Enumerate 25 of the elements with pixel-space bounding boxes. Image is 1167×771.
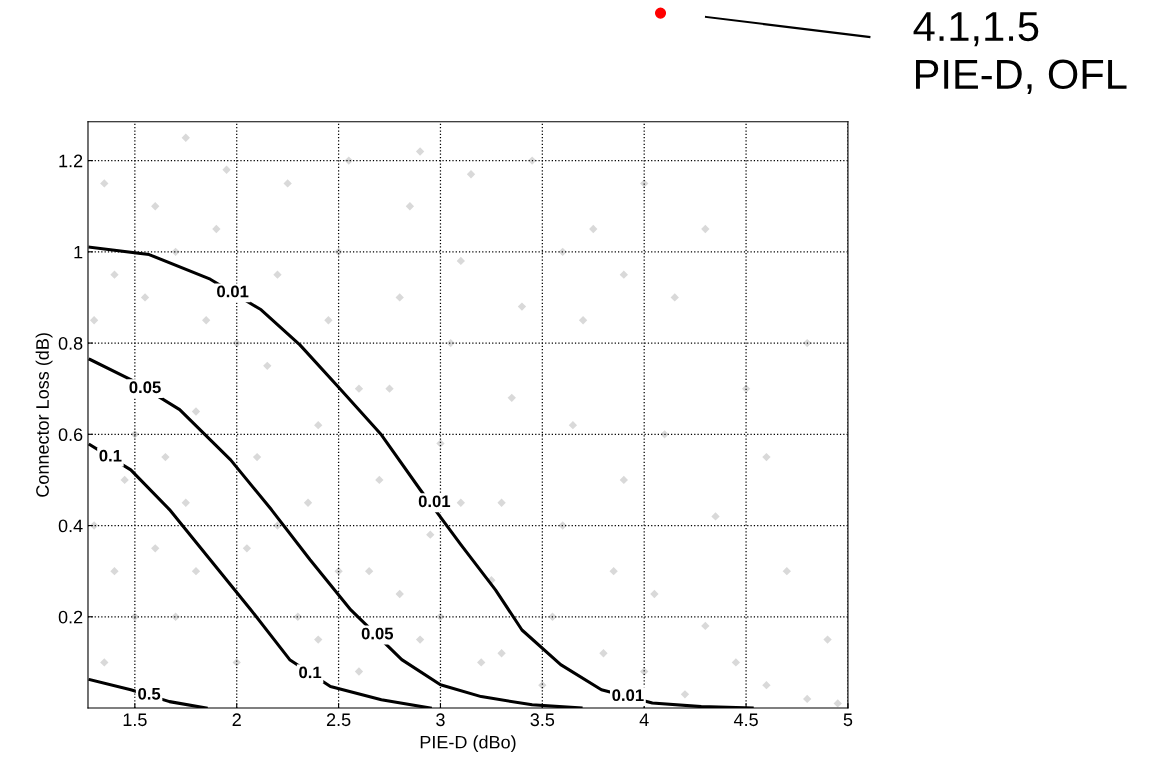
x-tick-label: 2.5 xyxy=(326,713,351,727)
annotation: 0.5 xyxy=(138,687,161,700)
y-tick-label: 1.2 xyxy=(59,154,83,168)
y-axis-title: Connector Loss (dB) xyxy=(35,333,53,497)
y-tick-label: 0.4 xyxy=(58,519,83,533)
y-tick-label: 0.6 xyxy=(58,428,83,442)
x-tick-label: 5 xyxy=(843,713,853,727)
annotation: 0.01 xyxy=(418,495,451,508)
x-tick-label: 3.5 xyxy=(530,713,555,727)
annotation: 0.05 xyxy=(361,627,394,640)
y-tick-label: 0.8 xyxy=(58,337,83,350)
annotation: 0.05 xyxy=(129,381,161,394)
y-tick-label: 1 xyxy=(74,245,83,259)
annotation: 0.1 xyxy=(299,666,322,679)
x-tick-label: 3 xyxy=(436,713,445,727)
annotation: 0.01 xyxy=(612,689,644,702)
annotation: 0.01 xyxy=(217,285,249,298)
annotation: 0.1 xyxy=(99,449,122,462)
y-tick-label: 0.2 xyxy=(58,610,83,624)
x-axis-title: PIE-D (dBo) xyxy=(420,735,516,753)
x-tick-label: 4 xyxy=(639,713,649,726)
text: 4.1,1.5 PIE-D, OFL xyxy=(913,12,1127,95)
x-tick-label: 2 xyxy=(232,713,241,726)
x-tick-label: 4.5 xyxy=(733,713,758,727)
x-tick-label: 1.5 xyxy=(123,713,147,727)
